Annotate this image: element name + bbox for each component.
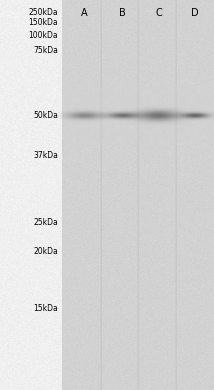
Text: 100kDa: 100kDa xyxy=(28,30,58,40)
Text: 75kDa: 75kDa xyxy=(33,46,58,55)
Text: 50kDa: 50kDa xyxy=(33,110,58,120)
Text: 250kDa: 250kDa xyxy=(28,8,58,17)
Text: 25kDa: 25kDa xyxy=(33,218,58,227)
Text: 37kDa: 37kDa xyxy=(33,151,58,161)
Text: 20kDa: 20kDa xyxy=(33,247,58,256)
Text: 15kDa: 15kDa xyxy=(33,303,58,313)
Text: C: C xyxy=(155,8,162,18)
Text: A: A xyxy=(81,8,87,18)
Text: 150kDa: 150kDa xyxy=(28,18,58,27)
Text: B: B xyxy=(119,8,125,18)
Text: D: D xyxy=(191,8,199,18)
